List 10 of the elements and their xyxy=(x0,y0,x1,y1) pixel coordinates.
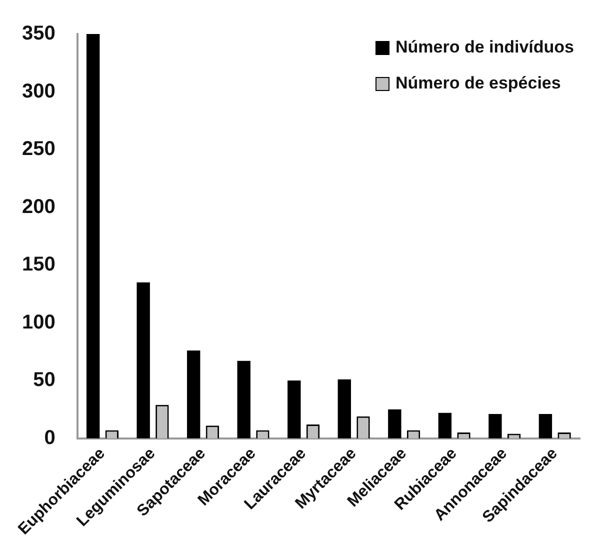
y-tick-label: 350 xyxy=(22,22,56,45)
y-tick-label: 50 xyxy=(33,369,56,392)
y-tick-label: 100 xyxy=(22,311,56,334)
legend-label: Número de indivíduos xyxy=(395,38,574,57)
y-tick-label: 150 xyxy=(22,254,56,276)
y-tick-label: 0 xyxy=(44,426,56,449)
y-tick-label: 200 xyxy=(22,196,56,218)
y-tick-label: 300 xyxy=(22,80,56,102)
y-tick-label: 250 xyxy=(22,138,56,160)
legend-label: Número de espécies xyxy=(395,74,561,93)
